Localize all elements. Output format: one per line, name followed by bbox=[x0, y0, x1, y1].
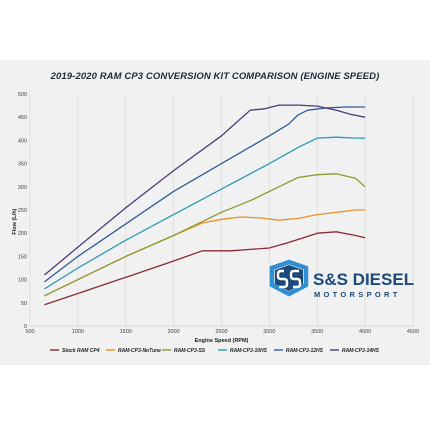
x-tick-label-8: 4500 bbox=[407, 329, 419, 335]
x-tick-label-5: 3000 bbox=[263, 329, 275, 335]
y-tick-label-6: 300 bbox=[18, 185, 27, 191]
x-axis-label: Engine Speed (RPM) bbox=[195, 338, 249, 344]
y-tick-label-2: 100 bbox=[18, 278, 27, 284]
y-axis-label: Flow (L/h) bbox=[12, 208, 18, 234]
y-tick-label-3: 150 bbox=[18, 254, 27, 260]
series-lines bbox=[43, 104, 366, 306]
x-tick-label-7: 4000 bbox=[359, 329, 371, 335]
logo-sub-text: MOTORSPORT bbox=[314, 290, 401, 299]
legend-label-4: RAM-CP3-12HS bbox=[286, 348, 324, 354]
grid-lines bbox=[29, 94, 414, 327]
series-line-0 bbox=[44, 231, 366, 306]
y-tick-label-1: 50 bbox=[21, 301, 27, 307]
logo-emblem-icon bbox=[269, 259, 309, 297]
brand-logo: S&S DIESEL MOTORSPORT bbox=[269, 259, 414, 299]
y-tick-label-9: 450 bbox=[18, 115, 27, 121]
legend-label-5: RAM-CP3-14HS bbox=[342, 348, 380, 354]
chart-panel bbox=[0, 60, 430, 365]
x-tick-labels: 500 1000 1500 2000 2500 3000 3500 4000 4500 bbox=[25, 329, 419, 335]
y-tick-label-10: 500 bbox=[18, 92, 27, 98]
x-tick-label-3: 2000 bbox=[168, 329, 180, 335]
x-tick-label-6: 3500 bbox=[311, 329, 323, 335]
legend: Stock RAM CP4 RAM-CP3-NoTune RAM-CP3-SS RAM… bbox=[50, 348, 380, 354]
x-tick-label-4: 2500 bbox=[215, 329, 227, 335]
y-tick-label-0: 0 bbox=[24, 324, 27, 330]
y-tick-labels: 0 50 100 150 200 250 300 350 400 450 500 bbox=[18, 92, 27, 330]
chart-title: 2019-2020 RAM CP3 CONVERSION KIT COMPARI… bbox=[50, 71, 380, 82]
y-tick-label-7: 350 bbox=[18, 162, 27, 168]
legend-label-2: RAM-CP3-SS bbox=[174, 348, 206, 354]
y-tick-label-8: 400 bbox=[18, 138, 27, 144]
y-tick-label-5: 250 bbox=[18, 208, 27, 214]
x-tick-label-2: 1500 bbox=[120, 329, 132, 335]
legend-label-0: Stock RAM CP4 bbox=[62, 348, 100, 354]
x-tick-label-0: 500 bbox=[25, 329, 34, 335]
logo-main-text: S&S DIESEL bbox=[313, 270, 414, 289]
legend-label-3: RAM-CP3-10HS bbox=[230, 348, 268, 354]
series-line-2 bbox=[44, 173, 366, 297]
series-line-4 bbox=[44, 106, 366, 283]
legend-label-1: RAM-CP3-NoTune bbox=[118, 348, 161, 354]
series-line-5 bbox=[43, 104, 366, 276]
x-tick-label-1: 1000 bbox=[72, 329, 84, 335]
series-line-3 bbox=[44, 136, 366, 290]
y-tick-label-4: 200 bbox=[18, 231, 27, 237]
